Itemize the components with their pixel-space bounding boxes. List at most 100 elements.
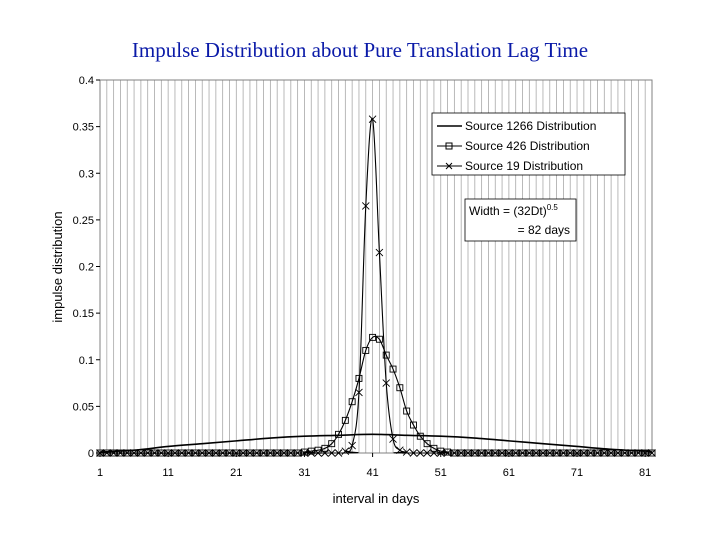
data-point: [327, 449, 336, 457]
data-point: [491, 449, 500, 457]
series-line-1266: [99, 433, 653, 453]
data-point: [307, 449, 316, 457]
data-point: [362, 346, 370, 354]
data-point: [423, 440, 431, 448]
data-point: [416, 449, 425, 457]
y-tick-label: 0.25: [73, 215, 94, 227]
data-point: [402, 448, 411, 456]
data-point: [102, 449, 111, 457]
x-axis-label: interval in days: [333, 491, 420, 506]
series-19: [96, 115, 656, 457]
data-point: [280, 449, 288, 457]
x-tick-label: 1: [97, 467, 103, 479]
data-point: [130, 449, 138, 457]
x-tick-label: 71: [571, 467, 583, 479]
data-point: [205, 449, 213, 457]
data-point: [198, 449, 207, 457]
x-tick-label: 21: [230, 467, 242, 479]
legend-box: [431, 112, 626, 176]
data-point: [334, 449, 343, 457]
data-point: [109, 449, 118, 457]
data-point: [552, 449, 561, 457]
data-point: [545, 449, 554, 457]
width-annotation: Width = (32Dt)0.5 = 82 days: [464, 198, 577, 242]
y-tick-label: 0.4: [79, 75, 94, 87]
data-point: [355, 388, 363, 397]
data-point: [498, 449, 506, 457]
data-point: [423, 449, 431, 457]
data-point: [137, 449, 145, 457]
data-point: [273, 449, 282, 457]
data-point: [396, 384, 404, 392]
legend-marker-square: [445, 142, 453, 150]
annotation-line-1: Width = (32Dt)0.5: [469, 203, 558, 218]
data-point: [457, 449, 466, 457]
data-point: [368, 115, 377, 123]
data-point: [286, 449, 295, 457]
data-point: [430, 444, 438, 452]
data-point: [484, 449, 493, 457]
data-point: [382, 379, 391, 387]
data-point: [410, 421, 417, 429]
data-point: [143, 449, 152, 457]
data-point: [580, 449, 588, 457]
axes: 1 11 21 31 41 51 61 71 8100.050.10.150.20.250.30…: [73, 75, 652, 479]
data-point: [627, 449, 636, 457]
data-point: [123, 449, 132, 457]
data-point: [293, 449, 302, 457]
annotation-formula: Width = (32Dt): [469, 204, 547, 218]
series-426: [96, 333, 656, 457]
data-point: [511, 449, 520, 457]
data-point: [518, 449, 527, 457]
x-tick-label: 41: [366, 467, 378, 479]
data-point: [341, 447, 350, 455]
legend-label-426: Source 426 Distribution: [465, 139, 590, 153]
x-tick-label: 81: [639, 467, 651, 479]
data-point: [586, 449, 595, 457]
y-tick-label: 0: [88, 448, 94, 460]
data-point: [212, 449, 220, 457]
legend-marker-x: [445, 162, 453, 170]
data-point: [593, 449, 602, 457]
annotation-line-2: = 82 days: [518, 223, 570, 237]
data-point: [566, 449, 575, 457]
y-tick-label: 0.3: [79, 168, 94, 180]
data-point: [218, 449, 227, 457]
data-point: [225, 449, 234, 457]
legend-label-19: Source 19 Distribution: [465, 159, 583, 173]
data-point: [614, 449, 622, 457]
y-axis-label: impulse distribution: [50, 211, 65, 322]
data-point: [403, 407, 411, 415]
data-point: [116, 449, 125, 457]
data-point: [348, 398, 356, 406]
annotation-box: [464, 198, 577, 242]
data-point: [164, 449, 172, 457]
data-point: [559, 449, 568, 457]
data-point: [464, 449, 472, 457]
data-point: [184, 449, 193, 457]
legend-label-1266: Source 1266 Distribution: [465, 119, 596, 133]
data-point: [348, 441, 356, 450]
data-point: [341, 416, 349, 424]
y-tick-label: 0.15: [73, 308, 94, 320]
x-tick-label: 51: [435, 467, 447, 479]
y-tick-label: 0.2: [79, 262, 94, 274]
data-point: [600, 449, 609, 457]
data-point: [300, 448, 308, 456]
y-tick-label: 0.05: [73, 401, 94, 413]
data-point: [430, 449, 438, 457]
data-point: [437, 447, 445, 455]
data-point: [539, 449, 547, 457]
series-layer: [96, 115, 656, 457]
data-point: [321, 444, 329, 452]
data-point: [375, 248, 384, 257]
x-tick-label: 61: [503, 467, 515, 479]
data-point: [157, 449, 166, 457]
data-point: [470, 449, 479, 457]
data-point: [620, 449, 629, 457]
data-point: [436, 449, 445, 457]
data-point: [641, 449, 650, 457]
data-point: [307, 447, 315, 455]
data-point: [573, 449, 581, 457]
